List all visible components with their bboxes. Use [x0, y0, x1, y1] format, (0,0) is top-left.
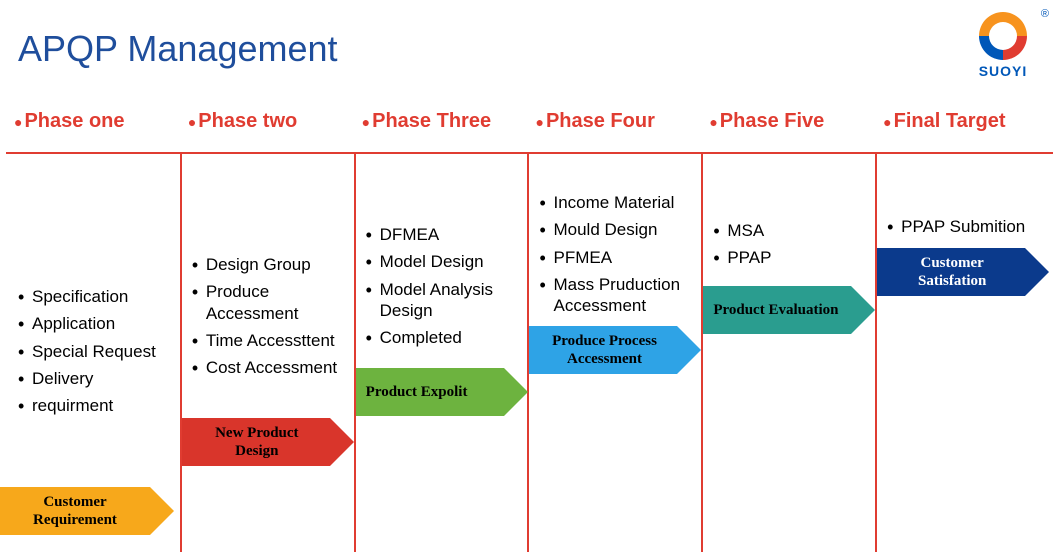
- registered-mark: ®: [1041, 8, 1049, 20]
- phase-column: PPAP Submition Customer Satisfation: [877, 152, 1051, 552]
- phase-bullet-item: Time Accessttent: [192, 330, 344, 351]
- logo-swirl-icon: [979, 12, 1027, 60]
- phase-arrow-label: New Product Design: [192, 424, 322, 460]
- phase-header: Phase Three: [356, 110, 530, 144]
- page-title: APQP Management: [18, 28, 338, 70]
- phase-bullet-item: Completed: [366, 327, 518, 348]
- phase-arrow-label: Customer Requirement: [10, 493, 140, 529]
- phase-bullet-item: PPAP: [713, 247, 865, 268]
- phase-arrow: New Product Design: [182, 418, 330, 466]
- phase-column: Income Material Mould Design PFMEA Mass Pru…: [529, 152, 703, 552]
- phase-arrow: Customer Satisfation: [877, 248, 1025, 296]
- phase-bullet-list: Design Group Produce Accessment Time Acces…: [192, 254, 344, 378]
- phase-bullet-item: PPAP Submition: [887, 216, 1041, 237]
- phase-header: Final Target: [877, 110, 1051, 144]
- phase-arrow-label: Produce Process Accessment: [539, 332, 669, 368]
- phase-columns: Specification Application Special Request D…: [0, 152, 1059, 552]
- phase-column: DFMEA Model Design Model Analysis Design Co…: [356, 152, 530, 552]
- phase-bullet-item: Cost Accessment: [192, 357, 344, 378]
- phase-column: Design Group Produce Accessment Time Acces…: [182, 152, 356, 552]
- phase-arrow-label: Customer Satisfation: [887, 254, 1017, 290]
- phase-arrow: Customer Requirement: [0, 487, 150, 535]
- phase-bullet-list: PPAP Submition: [887, 216, 1041, 237]
- phase-arrow-label: Product Expolit: [366, 383, 468, 401]
- phase-bullet-item: Design Group: [192, 254, 344, 275]
- brand-logo: ® SUOYI: [967, 12, 1039, 84]
- phase-arrow: Produce Process Accessment: [529, 326, 677, 374]
- phase-arrow-label: Product Evaluation: [713, 301, 838, 319]
- phase-arrow: Product Evaluation: [703, 286, 851, 334]
- phase-column: Specification Application Special Request D…: [8, 152, 182, 552]
- phase-bullet-item: Produce Accessment: [192, 281, 344, 324]
- phase-bullet-item: Application: [18, 313, 170, 334]
- phase-bullet-item: Specification: [18, 286, 170, 307]
- phase-bullet-item: Income Material: [539, 192, 691, 213]
- phase-bullet-item: MSA: [713, 220, 865, 241]
- phase-header: Phase one: [8, 110, 182, 144]
- phase-bullet-item: Special Request: [18, 341, 170, 362]
- logo-text: SUOYI: [979, 63, 1028, 79]
- phase-bullet-item: PFMEA: [539, 247, 691, 268]
- phase-bullet-list: Specification Application Special Request D…: [18, 286, 170, 416]
- phase-header: Phase two: [182, 110, 356, 144]
- phase-header: Phase Four: [529, 110, 703, 144]
- phase-header-row: Phase one Phase two Phase Three Phase Fo…: [0, 110, 1059, 144]
- phase-header: Phase Five: [703, 110, 877, 144]
- phase-bullet-list: DFMEA Model Design Model Analysis Design Co…: [366, 224, 518, 348]
- phase-bullet-item: Model Analysis Design: [366, 279, 518, 322]
- phase-bullet-list: MSA PPAP: [713, 220, 865, 269]
- phase-column: MSA PPAP Product Evaluation: [703, 152, 877, 552]
- phase-bullet-item: requirment: [18, 395, 170, 416]
- phase-bullet-item: Mould Design: [539, 219, 691, 240]
- phase-bullet-item: Mass Pruduction Accessment: [539, 274, 691, 317]
- phase-bullet-item: Delivery: [18, 368, 170, 389]
- phase-arrow: Product Expolit: [356, 368, 504, 416]
- phase-bullet-item: DFMEA: [366, 224, 518, 245]
- phase-bullet-list: Income Material Mould Design PFMEA Mass Pru…: [539, 192, 691, 316]
- phase-bullet-item: Model Design: [366, 251, 518, 272]
